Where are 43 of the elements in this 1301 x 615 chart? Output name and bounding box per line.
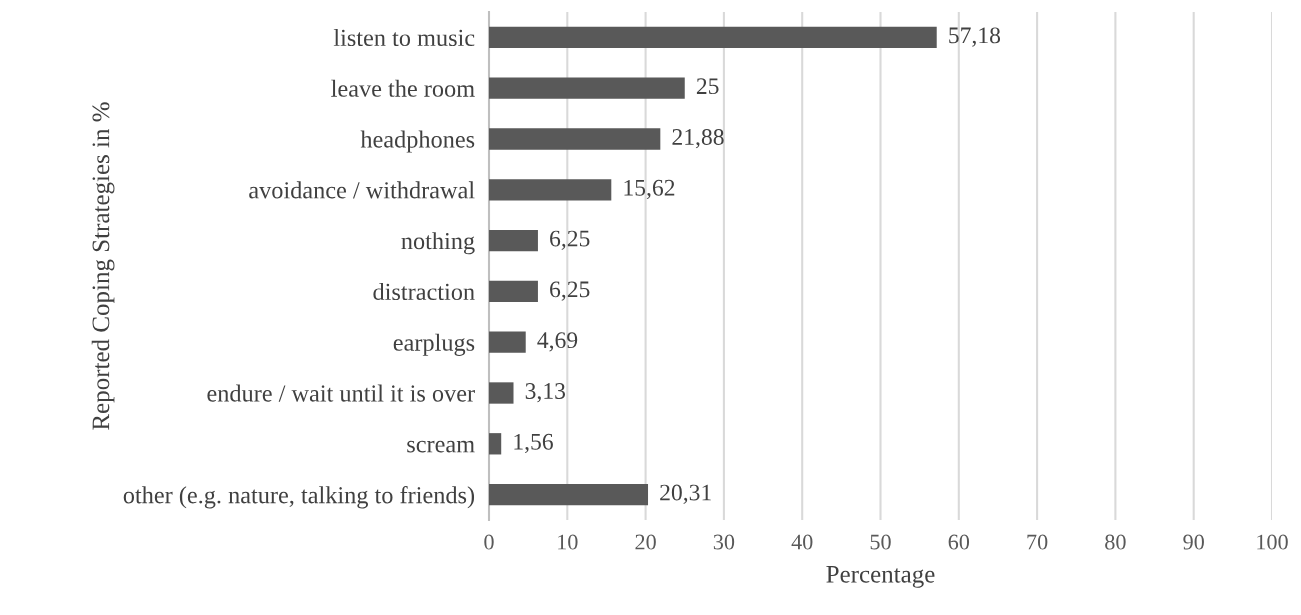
x-tick-label: 80 (1105, 534, 1126, 550)
bar (489, 229, 538, 252)
y-tick-label: scream (407, 440, 475, 453)
y-tick-label: avoidance / withdrawal (249, 181, 475, 199)
data-label: 3,13 (525, 383, 566, 403)
data-label: 4,69 (537, 332, 578, 352)
x-tick-label: 70 (1027, 534, 1048, 550)
x-tick-label: 0 (484, 534, 494, 550)
bar (489, 179, 612, 201)
y-tick-label: listen to music (333, 28, 475, 47)
bar (489, 331, 526, 353)
x-tick-label: 30 (713, 534, 735, 550)
x-tick-label: 10 (558, 534, 578, 550)
data-label: 25 (696, 78, 719, 95)
x-tick-label: 60 (948, 534, 970, 550)
x-tick-label: 20 (635, 534, 656, 550)
bar (489, 77, 685, 99)
bar (489, 433, 502, 455)
data-label: 6,25 (550, 281, 590, 301)
y-tick-label: headphones (360, 130, 475, 153)
y-tick-label: earplugs (393, 333, 475, 356)
data-label: 1,56 (514, 433, 553, 454)
x-axis-title: Percentage (826, 566, 935, 588)
data-label: 21,88 (672, 128, 724, 149)
data-label: 57,18 (949, 27, 1001, 47)
bar (489, 382, 514, 404)
x-tick-label: 100 (1257, 534, 1288, 550)
x-tick-label: 40 (791, 534, 813, 550)
y-tick-label: leave the room (331, 79, 475, 97)
y-tick-label: distraction (373, 282, 475, 301)
y-tick-label: other (e.g. nature, talking to friends) (123, 486, 475, 509)
y-tick-label: endure / wait until it is over (207, 384, 475, 402)
bar (489, 128, 661, 150)
y-tick-label: nothing (401, 232, 475, 255)
y-axis-title: Reported Coping Strategies in % (91, 102, 115, 430)
bar (489, 483, 649, 506)
data-label: 20,31 (660, 484, 711, 504)
data-label: 15,62 (624, 179, 675, 200)
x-tick-label: 90 (1183, 534, 1204, 550)
data-label: 6,25 (550, 230, 590, 250)
x-tick-label: 50 (870, 534, 891, 550)
bar (489, 280, 538, 303)
bar (489, 26, 937, 49)
